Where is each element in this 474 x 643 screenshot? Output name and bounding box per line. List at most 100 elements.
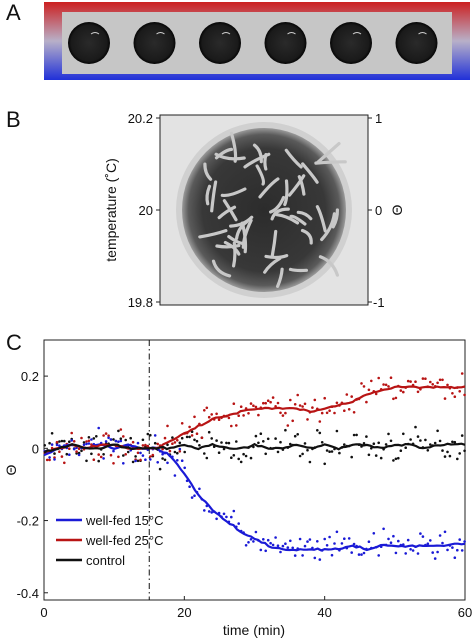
- scatter-point: [382, 383, 385, 386]
- scatter-point: [119, 428, 123, 431]
- b-right-tick-mid: 0: [375, 203, 382, 218]
- scatter-point: [416, 552, 420, 555]
- worm: [270, 207, 290, 221]
- scatter-point: [149, 458, 152, 461]
- series-line-0: [43, 443, 466, 552]
- scatter-point: [80, 436, 83, 440]
- scatter-point: [298, 404, 302, 407]
- scatter-point: [232, 402, 236, 406]
- x-tick-label: 60: [458, 605, 472, 620]
- scatter-point: [122, 454, 125, 457]
- scatter-point: [463, 540, 466, 543]
- scatter-point: [180, 459, 184, 463]
- scatter-point: [352, 542, 356, 546]
- scatter-point: [63, 461, 66, 465]
- worm: [320, 212, 336, 242]
- scatter-point: [286, 424, 290, 427]
- scatter-point: [45, 458, 49, 462]
- scatter-point: [114, 439, 118, 443]
- scatter-point: [141, 444, 145, 447]
- scatter-point: [320, 411, 324, 415]
- y-tick-label: -0.2: [17, 514, 39, 529]
- scatter-point: [429, 380, 432, 384]
- scatter-point: [144, 458, 147, 462]
- scatter-point: [262, 538, 265, 541]
- scatter-point: [291, 419, 295, 423]
- scatter-point: [203, 509, 206, 512]
- scatter-point: [235, 440, 238, 443]
- scatter-point: [230, 456, 233, 460]
- worm: [275, 213, 300, 225]
- worm: [289, 214, 307, 226]
- scatter-point: [276, 401, 280, 405]
- scatter-point: [266, 399, 270, 403]
- scatter-point: [166, 443, 169, 447]
- scatter-point: [264, 452, 268, 456]
- scatter-point: [70, 439, 73, 442]
- scatter-point: [433, 557, 437, 560]
- scatter-point: [176, 439, 179, 442]
- scatter-point: [55, 440, 59, 444]
- scatter-point: [203, 452, 206, 455]
- scatter-point: [460, 372, 464, 375]
- b-right-axis: 1 0 -1 Θ: [368, 111, 405, 310]
- worm-1: [90, 32, 100, 35]
- scatter-point: [409, 548, 412, 551]
- scatter-point: [55, 443, 59, 447]
- scatter-point: [345, 393, 349, 396]
- scatter-point: [384, 383, 388, 387]
- scatter-point: [402, 432, 405, 436]
- worm: [222, 199, 238, 222]
- scatter-point: [416, 435, 420, 438]
- scatter-point: [75, 450, 78, 453]
- scatter-point: [178, 450, 182, 453]
- worm-6: [418, 32, 427, 35]
- scatter-point: [50, 443, 54, 446]
- scatter-point: [328, 409, 331, 413]
- scatter-point: [436, 381, 439, 385]
- scatter-point: [394, 396, 398, 400]
- scatter-point: [244, 544, 248, 547]
- legend: well-fed 15°C well-fed 25°C control: [56, 513, 163, 568]
- scatter-point: [377, 441, 381, 445]
- worm: [211, 259, 232, 278]
- scatter-point: [188, 485, 191, 489]
- scatter-point: [389, 541, 393, 544]
- scatter-point: [107, 434, 110, 438]
- scatter-point: [456, 457, 459, 461]
- scatter-point: [429, 539, 432, 542]
- scatter-point: [289, 398, 292, 402]
- scatter-point: [48, 441, 51, 445]
- scatter-point: [266, 538, 270, 542]
- scatter-point: [249, 456, 253, 460]
- x-tick-label: 40: [317, 605, 331, 620]
- scatter-point: [392, 459, 395, 462]
- scatter-point: [254, 405, 258, 409]
- scatter-point: [316, 429, 319, 432]
- scatter-point: [360, 382, 363, 385]
- scatter-point: [367, 388, 371, 392]
- scatter-point: [409, 438, 412, 441]
- scatter-point: [301, 554, 304, 557]
- scatter-point: [58, 440, 61, 443]
- scatter-point: [446, 450, 449, 454]
- scatter-point: [193, 494, 196, 498]
- scatter-point: [365, 400, 368, 404]
- scatter-point: [60, 439, 64, 443]
- scatter-point: [306, 448, 309, 452]
- worm: [314, 160, 347, 165]
- scatter-point: [232, 454, 236, 457]
- scatter-point: [271, 543, 275, 547]
- worm-2: [156, 32, 165, 35]
- scatter-point: [104, 432, 108, 435]
- scatter-point: [80, 449, 83, 453]
- scatter-point: [210, 437, 213, 440]
- scatter-point: [205, 456, 209, 460]
- scatter-point: [188, 425, 191, 429]
- scatter-point: [173, 450, 177, 454]
- series-line-2: [43, 442, 466, 454]
- scatter-point: [318, 431, 322, 435]
- scatter-point: [112, 449, 115, 453]
- worm: [258, 177, 280, 199]
- scatter-point: [362, 442, 366, 445]
